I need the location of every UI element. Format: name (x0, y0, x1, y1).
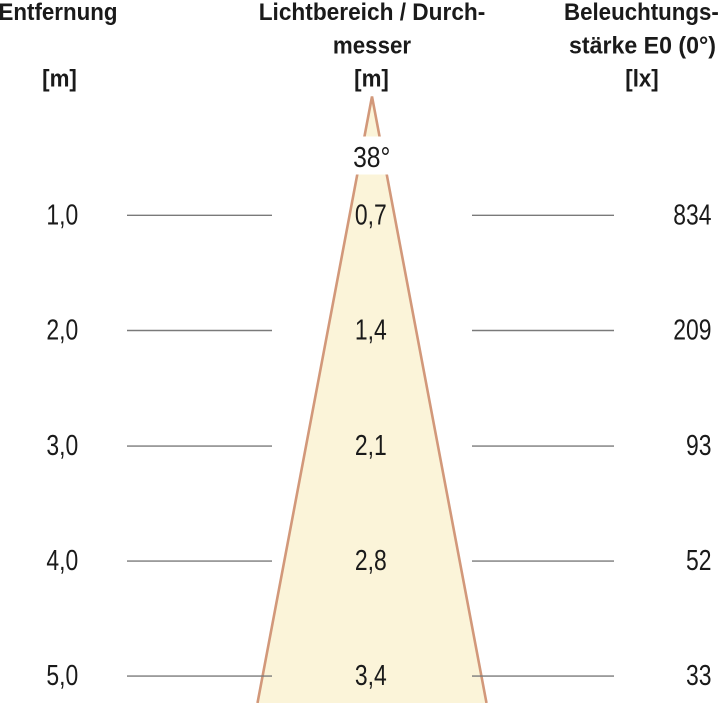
svg-text:stärke E0 (0°): stärke E0 (0°) (569, 32, 716, 58)
svg-text:3,0: 3,0 (46, 429, 78, 462)
svg-text:2,0: 2,0 (46, 313, 78, 346)
svg-text:[m]: [m] (354, 65, 389, 92)
svg-text:33: 33 (686, 659, 711, 692)
svg-text:209: 209 (673, 313, 711, 346)
svg-text:1,0: 1,0 (46, 198, 78, 231)
svg-text:[m]: [m] (42, 65, 77, 92)
svg-text:0,7: 0,7 (355, 198, 387, 231)
svg-text:5,0: 5,0 (46, 659, 78, 692)
svg-text:Entfernung: Entfernung (0, 0, 117, 25)
svg-text:834: 834 (673, 198, 711, 231)
svg-text:messer: messer (333, 32, 411, 59)
svg-text:93: 93 (686, 429, 711, 462)
svg-text:2,8: 2,8 (355, 544, 387, 577)
svg-text:2,1: 2,1 (355, 429, 387, 462)
svg-text:[lx]: [lx] (625, 65, 658, 92)
svg-text:3,4: 3,4 (355, 659, 387, 692)
svg-text:Beleuchtungs-: Beleuchtungs- (564, 0, 719, 25)
svg-text:38°: 38° (353, 141, 390, 173)
svg-text:Lichtbereich / Durch-: Lichtbereich / Durch- (259, 0, 486, 25)
svg-text:52: 52 (686, 544, 711, 577)
svg-text:4,0: 4,0 (46, 544, 78, 577)
svg-text:1,4: 1,4 (355, 313, 387, 346)
